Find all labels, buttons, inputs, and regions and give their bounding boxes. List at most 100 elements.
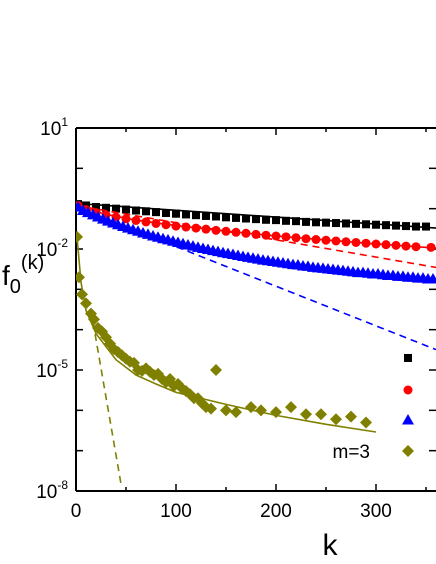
red-data-point — [401, 241, 411, 251]
x-tick-label: 300 — [360, 501, 392, 522]
black-data-point — [372, 220, 380, 229]
red-data-point — [301, 234, 311, 244]
red-data-point — [321, 235, 331, 245]
black-data-point — [302, 217, 310, 226]
black-data-point — [112, 204, 120, 213]
black-data-point — [262, 215, 270, 224]
olive-data-point — [76, 230, 83, 243]
black-data-point — [292, 217, 300, 226]
olive-data-point — [220, 404, 232, 417]
y-tick-label: 101 — [40, 115, 68, 140]
olive-data-point — [88, 313, 100, 326]
y-tick-label: 10-2 — [36, 236, 68, 261]
x-tick-label: 100 — [160, 501, 192, 522]
tick-labels: 0 100 200 300 101 10-2 10-5 10-8 — [36, 115, 392, 522]
black-data-point — [192, 211, 200, 220]
red-data-point — [331, 236, 341, 246]
legend: m=3 — [333, 354, 414, 463]
y-axis-label: f0(k) — [2, 252, 44, 298]
legend-black-marker — [404, 354, 412, 362]
y-axis-label-sub: 0 — [10, 276, 21, 298]
black-data-point — [252, 215, 260, 224]
red-data-point — [281, 232, 291, 242]
olive-data-point — [345, 410, 357, 423]
red-data-point — [251, 229, 261, 239]
olive-data-point — [210, 364, 222, 376]
y-tick-label: 10-5 — [36, 357, 68, 382]
red-data-point — [426, 242, 436, 252]
x-axis-label: k — [323, 529, 339, 562]
black-data-point — [282, 216, 290, 225]
red-data-point — [311, 235, 321, 245]
olive-data-point — [205, 402, 217, 415]
red-data-point — [241, 228, 251, 238]
y-tick-label: 10-8 — [36, 478, 68, 503]
red-data-point — [201, 224, 211, 234]
red-data-point — [181, 222, 191, 232]
black-data-point — [132, 206, 140, 215]
olive-dashed-fit-line — [90, 310, 122, 485]
y-axis-label-sup: (k) — [21, 252, 44, 274]
legend-blue-marker — [402, 414, 414, 425]
black-data-point — [392, 221, 400, 230]
legend-red-marker — [403, 385, 413, 395]
black-data-point — [232, 213, 240, 222]
black-data-point — [122, 205, 130, 214]
black-data-point — [382, 221, 390, 230]
red-data-point — [341, 237, 351, 247]
olive-data-point — [245, 401, 257, 414]
black-data-point — [342, 219, 350, 228]
olive-data-point — [300, 408, 312, 421]
black-data-point — [312, 218, 320, 227]
red-data-point — [291, 233, 301, 243]
olive-data-point — [360, 416, 372, 429]
black-data-point — [172, 209, 180, 218]
black-data-point — [362, 220, 370, 229]
black-data-point — [412, 222, 420, 231]
black-data-point — [352, 219, 360, 228]
black-data-point — [402, 222, 410, 231]
black-data-point — [142, 207, 150, 216]
legend-olive-marker — [402, 445, 414, 457]
olive-data-point — [255, 404, 267, 417]
black-data-point — [152, 208, 160, 217]
axes — [75, 127, 436, 492]
red-data-point — [361, 238, 371, 248]
olive-data-point — [76, 271, 85, 284]
olive-data-point — [270, 406, 282, 419]
data-layer — [76, 200, 436, 485]
black-data-point — [222, 213, 230, 222]
olive-data-point — [76, 288, 88, 301]
red-data-point — [121, 214, 131, 224]
x-tick-label: 0 — [71, 501, 82, 522]
black-data-point — [102, 203, 110, 212]
olive-data-point — [315, 408, 327, 421]
olive-data-point — [230, 406, 242, 419]
red-data-point — [131, 215, 141, 225]
red-data-point — [271, 231, 281, 241]
blue-data-point — [427, 273, 436, 284]
black-data-point — [212, 212, 220, 221]
black-data-point — [162, 209, 170, 218]
y-axis-label-main: f — [2, 260, 10, 291]
legend-olive-label: m=3 — [333, 442, 371, 463]
black-data-point — [202, 211, 210, 220]
red-data-point — [261, 230, 271, 240]
olive-data-point — [80, 297, 92, 310]
red-data-point — [221, 226, 231, 236]
black-data-point — [242, 214, 250, 223]
red-data-point — [371, 239, 381, 249]
black-data-point — [92, 202, 100, 211]
black-data-point — [332, 219, 340, 228]
red-data-point — [151, 218, 161, 228]
red-data-point — [141, 217, 151, 227]
x-tick-label: 200 — [260, 501, 292, 522]
red-data-point — [161, 220, 171, 230]
black-data-point — [422, 222, 430, 231]
black-data-point — [182, 210, 190, 219]
black-data-point — [322, 218, 330, 227]
olive-data-point — [330, 413, 342, 426]
red-data-point — [381, 240, 391, 250]
olive-data-point — [285, 401, 297, 414]
